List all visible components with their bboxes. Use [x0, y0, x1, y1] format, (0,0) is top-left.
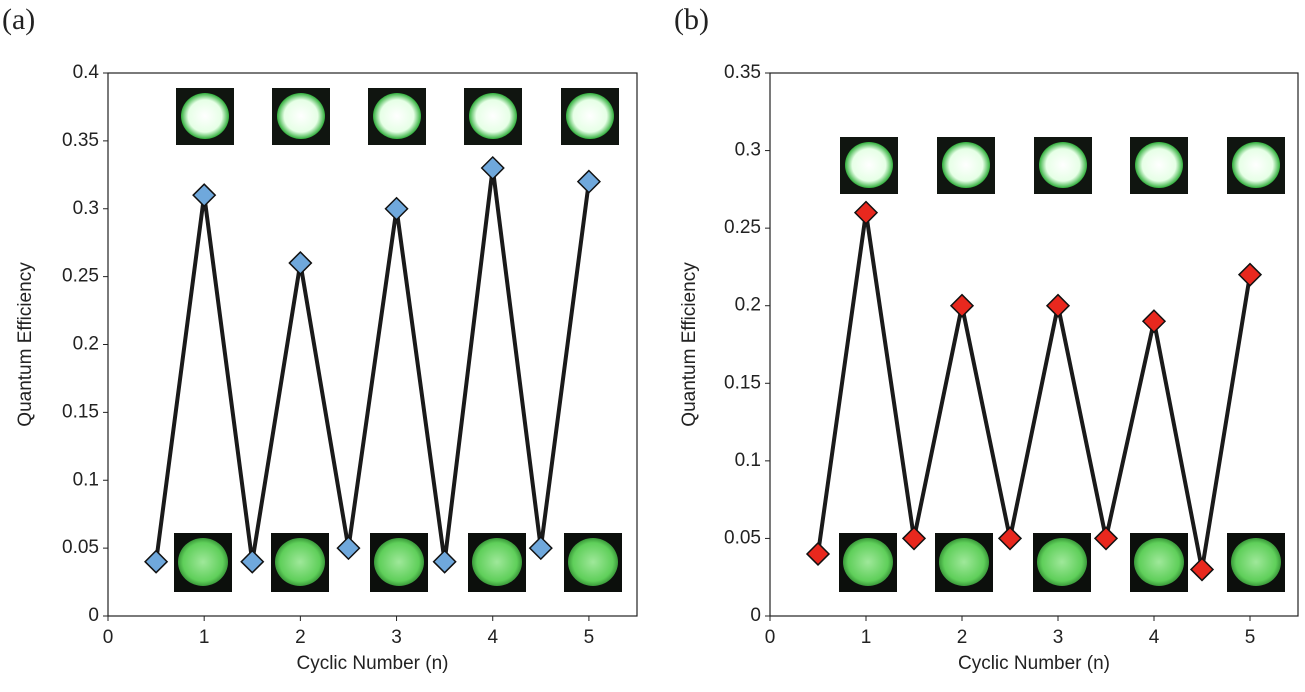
y-tick-label: 0.35 — [62, 130, 99, 151]
y-tick-label: 0.1 — [735, 450, 761, 471]
sample-glow — [845, 142, 893, 188]
y-tick-label: 0.3 — [73, 198, 99, 219]
y-tick-label: 0.05 — [62, 537, 99, 558]
x-tick-label: 1 — [861, 627, 872, 648]
y-tick-label: 0.15 — [724, 372, 761, 393]
data-marker — [336, 536, 361, 561]
x-tick-label: 3 — [391, 627, 402, 648]
panel-label: (b) — [674, 3, 709, 36]
y-tick-label: 0.25 — [724, 217, 761, 238]
plot-frame — [769, 72, 1299, 617]
data-marker — [1093, 526, 1119, 551]
x-tick-label: 3 — [1053, 627, 1064, 648]
y-tick-label: 0.35 — [724, 62, 761, 83]
y-tick-label: 0 — [750, 605, 761, 626]
data-marker — [384, 196, 409, 221]
y-tick-label: 0.2 — [735, 295, 761, 316]
data-marker — [1189, 557, 1215, 582]
data-marker — [997, 526, 1023, 551]
sample-glow — [181, 93, 229, 139]
data-marker — [853, 200, 879, 225]
data-marker — [949, 293, 975, 318]
sample-glow — [843, 538, 893, 586]
data-marker — [576, 169, 601, 194]
series-line — [154, 167, 591, 563]
x-axis-label: Cyclic Number (n) — [958, 653, 1110, 674]
sample-glow — [178, 538, 228, 586]
y-tick-label: 0.2 — [73, 334, 99, 355]
y-tick-label: 0 — [88, 605, 99, 626]
x-tick-label: 2 — [295, 627, 306, 648]
data-marker — [432, 549, 457, 574]
data-marker — [805, 541, 831, 567]
y-tick-label: 0.3 — [735, 140, 761, 161]
sample-glow — [566, 93, 614, 139]
x-tick-label: 2 — [957, 627, 968, 648]
sample-glow — [1232, 142, 1280, 188]
y-tick-label: 0.05 — [724, 527, 761, 548]
x-tick-label: 4 — [487, 627, 498, 648]
sample-glow — [1231, 538, 1281, 586]
x-tick-label: 1 — [199, 627, 210, 648]
sample-glow — [277, 93, 325, 139]
data-marker — [192, 183, 217, 208]
data-marker — [240, 549, 265, 574]
sample-glow — [942, 142, 990, 188]
data-marker — [288, 250, 313, 276]
sample-glow — [373, 93, 421, 139]
sample-glow — [374, 538, 424, 586]
sample-glow — [1039, 142, 1087, 188]
y-tick-label: 0.15 — [62, 401, 99, 422]
sample-glow — [568, 538, 618, 586]
y-tick-label: 0.25 — [62, 266, 99, 287]
data-marker — [1045, 293, 1071, 318]
panel-label: (a) — [2, 3, 35, 36]
x-tick-label: 0 — [103, 627, 114, 648]
x-tick-label: 0 — [765, 627, 776, 648]
sample-glow — [472, 538, 522, 586]
x-tick-label: 5 — [584, 627, 595, 648]
y-tick-label: 0.1 — [73, 469, 99, 490]
data-marker — [480, 155, 505, 181]
x-tick-label: 5 — [1245, 627, 1256, 648]
sample-glow — [1134, 538, 1184, 586]
y-axis-label: Quantum Efficiency — [15, 262, 36, 427]
sample-glow — [939, 538, 989, 586]
data-marker — [1141, 309, 1167, 334]
x-axis-label: Cyclic Number (n) — [296, 653, 448, 674]
data-marker — [901, 526, 927, 551]
sample-glow — [469, 93, 517, 139]
y-axis-label: Quantum Efficiency — [679, 262, 700, 427]
x-tick-label: 4 — [1149, 627, 1160, 648]
data-marker — [528, 536, 553, 561]
sample-glow — [275, 538, 325, 586]
data-marker — [144, 549, 169, 574]
sample-glow — [1037, 538, 1087, 586]
series-line — [816, 212, 1252, 570]
y-tick-label: 0.4 — [73, 62, 100, 83]
sample-glow — [1135, 142, 1183, 188]
data-marker — [1237, 262, 1263, 287]
